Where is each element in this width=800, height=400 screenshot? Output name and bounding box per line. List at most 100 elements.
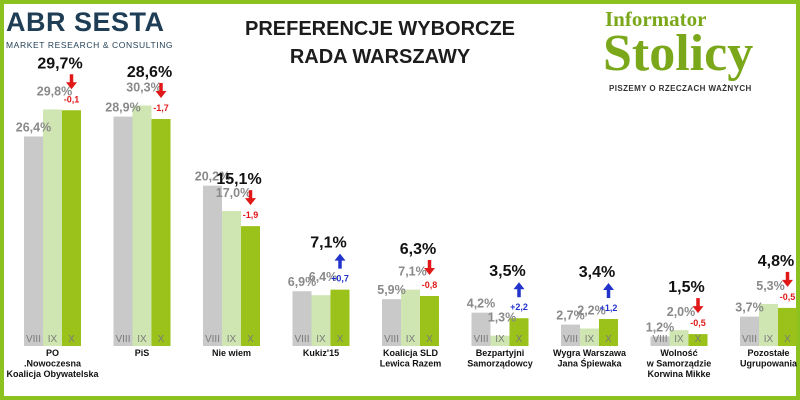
change-label: +1,2	[600, 303, 618, 313]
arrow-up-icon	[606, 289, 611, 299]
bar-period-label: VIII	[652, 334, 667, 345]
arrow-down-icon-head	[245, 198, 256, 206]
category-label: Wolność	[660, 348, 697, 358]
change-label: -1,7	[153, 103, 169, 113]
category-label: Bezpartyjni	[476, 348, 525, 358]
category-label: Korwina Mikke	[647, 369, 710, 379]
bar-x	[241, 226, 260, 346]
chart-title-line1: PREFERENCJE WYBORCZE	[244, 18, 516, 40]
bar-viii	[740, 316, 759, 346]
value-label-x: 3,5%	[489, 263, 525, 280]
bar-x	[778, 307, 797, 346]
arrow-down-icon	[696, 298, 700, 308]
arrow-down-icon	[69, 74, 74, 84]
change-label: +2,2	[510, 302, 528, 312]
bar-ix	[580, 328, 599, 346]
arrow-up-icon	[338, 259, 342, 269]
bar-period-label: X	[516, 334, 523, 345]
bar-viii	[382, 299, 401, 346]
arrow-up-icon	[517, 288, 521, 298]
arrow-up-icon-head	[603, 283, 614, 291]
category-label: Pozostałe	[747, 348, 789, 358]
bar-ix	[132, 105, 152, 347]
bar-period-label: X	[247, 334, 254, 345]
bar-period-label: VIII	[563, 334, 578, 345]
chart-title: PREFERENCJE WYBORCZE RADA WARSZAWY	[200, 15, 560, 71]
value-label-ix: 30,3%	[126, 80, 161, 94]
value-label-x: 15,1%	[216, 171, 261, 188]
logo-informator-text: Informator	[605, 7, 707, 31]
category-label: Samorządowcy	[467, 359, 533, 369]
value-label-viii: 1,2%	[646, 320, 675, 334]
bar-period-label: X	[158, 334, 165, 345]
arrow-down-icon-head	[424, 267, 435, 275]
bar-period-label: IX	[48, 334, 58, 345]
bar-period-label: IX	[227, 334, 237, 345]
bar-period-label: IX	[316, 334, 326, 345]
value-label-ix: 7,1%	[398, 265, 427, 279]
bar-period-label: VIII	[742, 334, 757, 345]
bar-x	[330, 289, 350, 346]
bar-period-label: X	[695, 334, 702, 345]
category-label: PiS	[135, 348, 150, 358]
value-label-ix: 29,8%	[37, 84, 72, 98]
change-label: -0,5	[780, 292, 796, 302]
bar-ix	[401, 289, 420, 346]
change-label: -0,1	[64, 94, 80, 104]
logo-tagline: PISZEMY O RZECZACH WAŻNYCH	[609, 84, 752, 93]
arrow-down-icon-head	[692, 306, 704, 314]
value-label-viii: 2,7%	[556, 309, 585, 323]
change-label: -1,9	[243, 210, 259, 220]
bar-period-label: X	[337, 334, 344, 345]
category-label: w Samorządzie	[646, 359, 712, 369]
bar-ix	[669, 330, 689, 346]
bar-ix	[759, 303, 778, 346]
bar-period-label: X	[426, 334, 433, 345]
bar-period-label: IX	[406, 334, 416, 345]
bar-viii	[203, 185, 222, 346]
value-label-viii: 6,9%	[288, 275, 317, 289]
bar-viii	[113, 116, 133, 346]
value-label-viii: 3,7%	[735, 301, 764, 315]
bar-period-label: IX	[585, 334, 595, 345]
arrow-up-icon-head	[513, 282, 525, 290]
bar-period-label: VIII	[473, 334, 488, 345]
value-label-x: 3,4%	[579, 264, 615, 281]
value-label-viii: 28,9%	[105, 101, 140, 115]
bar-ix	[490, 335, 510, 346]
bar-x	[688, 334, 708, 346]
value-label-viii: 4,2%	[467, 297, 496, 311]
category-label: Kukiz'15	[303, 348, 339, 358]
category-label: Koalicja Obywatelska	[6, 369, 99, 379]
arrow-down-icon	[785, 271, 790, 281]
bar-period-label: IX	[764, 334, 774, 345]
category-label: .Nowoczesna	[24, 359, 82, 369]
bar-x	[151, 118, 171, 346]
chart-title-line2: RADA WARSZAWY	[289, 46, 471, 68]
value-label-viii: 26,4%	[16, 120, 51, 134]
bar-viii	[24, 136, 43, 346]
bar-period-label: IX	[137, 334, 147, 345]
bar-ix	[43, 109, 62, 347]
informator-stolicy-logo: Informator Stolicy PISZEMY O RZECZACH WA…	[592, 6, 792, 98]
abr-sesta-logo: ABR SESTA MARKET RESEARCH & CONSULTING	[6, 8, 186, 50]
value-label-x: 29,7%	[37, 55, 82, 72]
bar-viii	[292, 291, 312, 346]
category-label: Wygra Warszawa	[553, 348, 627, 358]
value-label-ix: 2,2%	[577, 304, 606, 318]
value-label-ix: 5,3%	[756, 279, 785, 293]
category-label: PO	[46, 348, 59, 358]
bar-viii	[650, 336, 670, 346]
abr-sesta-tagline: MARKET RESEARCH & CONSULTING	[6, 40, 174, 50]
value-label-x: 4,8%	[758, 253, 794, 270]
change-label: +0,7	[331, 274, 349, 284]
arrow-down-icon-head	[66, 82, 77, 90]
bar-period-label: IX	[495, 334, 505, 345]
value-label-viii: 20,2%	[195, 170, 230, 184]
value-label-ix: 6,4%	[309, 270, 338, 284]
logo-stolicy-text: Stolicy	[603, 25, 754, 82]
arrow-up-icon-head	[334, 253, 346, 261]
